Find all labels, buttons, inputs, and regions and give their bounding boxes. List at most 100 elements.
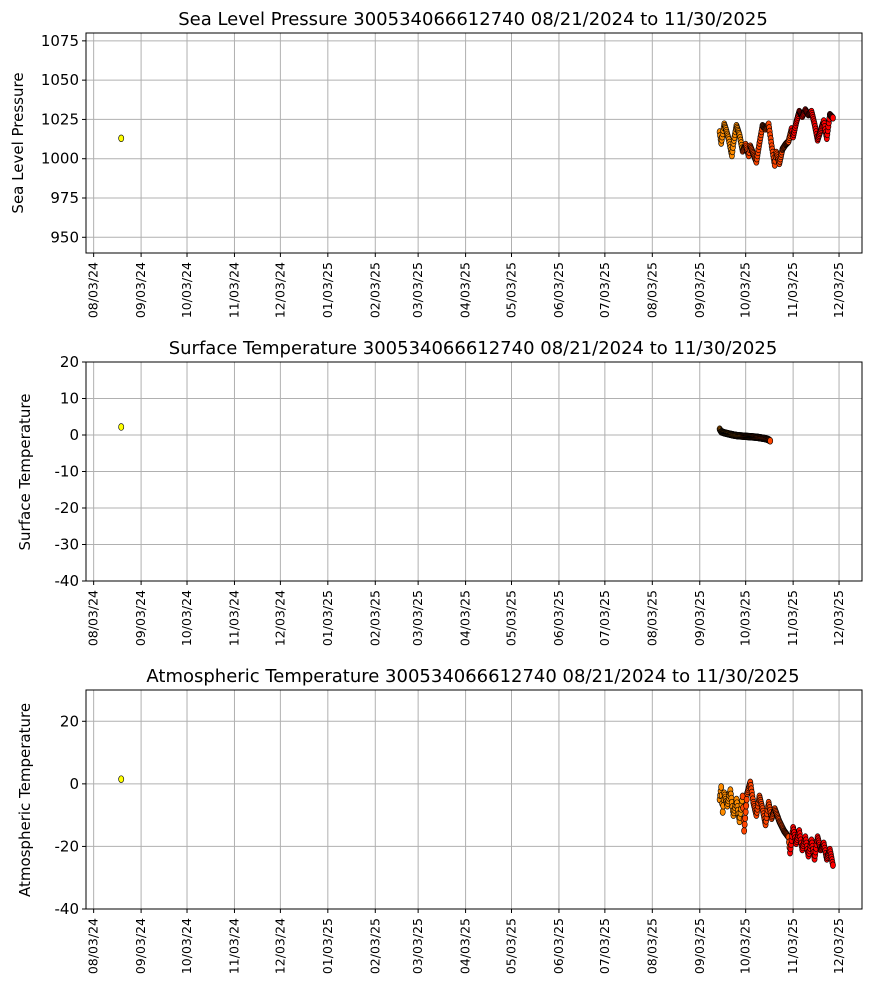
x-tick-label: 06/03/25 — [551, 918, 566, 974]
x-tick-label: 07/03/25 — [597, 590, 612, 646]
x-tick-label: 01/03/25 — [320, 918, 335, 974]
x-tick-label: 09/03/25 — [692, 262, 707, 318]
x-tick-label: 05/03/25 — [503, 918, 518, 974]
y-tick-label: 1050 — [41, 71, 79, 89]
data-points — [118, 106, 836, 169]
data-point — [742, 814, 749, 822]
y-ticks: 950 975 1000 1025 1050 1075 — [41, 32, 86, 246]
chart-title: Atmospheric Temperature 300534066612740 … — [146, 666, 799, 687]
data-point — [118, 134, 125, 142]
x-tick-label: 10/03/24 — [179, 590, 194, 646]
x-tick-label: 11/03/25 — [785, 590, 800, 646]
data-point — [719, 808, 726, 816]
x-tick-label: 07/03/25 — [597, 262, 612, 318]
x-tick-label: 12/03/24 — [272, 262, 287, 318]
x-tick-label: 04/03/25 — [458, 918, 473, 974]
data-point — [742, 808, 749, 816]
x-ticks: 08/03/24 09/03/24 10/03/24 11/03/24 12/03/24… — [86, 909, 846, 974]
data-point — [767, 437, 774, 445]
y-tick-label: 1025 — [41, 110, 79, 128]
x-tick-label: 09/03/25 — [692, 590, 707, 646]
data-points — [118, 775, 836, 869]
x-tick-label: 10/03/24 — [179, 918, 194, 974]
x-tick-label: 11/03/24 — [226, 262, 241, 318]
data-point — [718, 783, 725, 791]
x-tick-label: 08/03/24 — [86, 262, 101, 318]
x-tick-label: 01/03/25 — [320, 590, 335, 646]
y-tick-label: 0 — [69, 775, 79, 793]
x-tick-label: 08/03/25 — [644, 918, 659, 974]
x-tick-label: 10/03/24 — [179, 262, 194, 318]
x-tick-label: 05/03/25 — [503, 262, 518, 318]
y-tick-label: 10 — [60, 390, 79, 408]
x-tick-label: 12/03/25 — [831, 590, 846, 646]
data-point — [743, 802, 750, 810]
x-tick-label: 12/03/25 — [831, 918, 846, 974]
plot-frame — [85, 32, 863, 254]
x-tick-label: 12/03/25 — [831, 262, 846, 318]
y-axis-label: Sea Level Pressure — [9, 72, 27, 213]
y-tick-label: -40 — [55, 900, 80, 918]
x-ticks: 08/03/24 09/03/24 10/03/24 11/03/24 12/03/24… — [86, 253, 846, 318]
chart-title: Surface Temperature 300534066612740 08/2… — [169, 338, 778, 359]
x-tick-label: 02/03/25 — [367, 918, 382, 974]
data-points — [118, 423, 774, 445]
y-tick-label: 20 — [60, 712, 79, 730]
panel-atmospheric-temperature: Atmospheric Temperature 300534066612740 … — [16, 666, 863, 974]
data-point — [830, 114, 836, 122]
y-ticks: -40 -20 0 20 — [55, 712, 86, 918]
x-tick-label: 08/03/25 — [644, 262, 659, 318]
y-tick-label: 1000 — [41, 150, 79, 168]
y-tick-label: -40 — [55, 572, 80, 590]
x-tick-label: 10/03/25 — [738, 590, 753, 646]
x-tick-label: 09/03/25 — [692, 918, 707, 974]
x-tick-label: 09/03/24 — [133, 590, 148, 646]
y-axis-label: Surface Temperature — [16, 394, 34, 551]
x-tick-label: 08/03/24 — [86, 590, 101, 646]
y-tick-label: 975 — [50, 189, 79, 207]
x-tick-label: 05/03/25 — [503, 590, 518, 646]
y-tick-label: -10 — [55, 463, 80, 481]
plot-frame — [85, 361, 863, 582]
x-tick-label: 11/03/24 — [226, 918, 241, 974]
data-point — [741, 820, 748, 829]
y-tick-label: -20 — [55, 837, 80, 855]
y-tick-label: -30 — [55, 536, 80, 554]
x-tick-label: 01/03/25 — [320, 262, 335, 318]
y-tick-label: 950 — [50, 228, 79, 246]
y-tick-label: -20 — [55, 499, 80, 517]
x-tick-label: 07/03/25 — [597, 918, 612, 974]
y-tick-label: 0 — [69, 426, 79, 444]
x-tick-label: 11/03/25 — [785, 262, 800, 318]
x-tick-label: 03/03/25 — [410, 262, 425, 318]
x-tick-label: 11/03/24 — [226, 590, 241, 646]
x-tick-label: 06/03/25 — [551, 590, 566, 646]
y-axis-label: Atmospheric Temperature — [16, 703, 34, 897]
data-point — [118, 775, 125, 783]
panel-sea-level-pressure: Sea Level Pressure 300534066612740 08/21… — [9, 9, 863, 318]
grid — [86, 33, 862, 253]
x-tick-label: 10/03/25 — [738, 262, 753, 318]
x-tick-label: 08/03/25 — [644, 590, 659, 646]
data-point — [741, 827, 748, 835]
x-tick-label: 04/03/25 — [458, 590, 473, 646]
y-tick-label: 20 — [60, 353, 79, 371]
x-tick-label: 09/03/24 — [133, 918, 148, 974]
data-point — [743, 795, 750, 804]
x-tick-label: 12/03/24 — [272, 590, 287, 646]
x-tick-label: 12/03/24 — [272, 918, 287, 974]
chart-title: Sea Level Pressure 300534066612740 08/21… — [178, 9, 768, 30]
data-point — [830, 861, 836, 869]
x-tick-label: 09/03/24 — [133, 262, 148, 318]
x-tick-label: 02/03/25 — [367, 262, 382, 318]
x-tick-label: 10/03/25 — [738, 918, 753, 974]
x-ticks: 08/03/24 09/03/24 10/03/24 11/03/24 12/03/24… — [86, 581, 846, 646]
x-tick-label: 06/03/25 — [551, 262, 566, 318]
y-tick-label: 1075 — [41, 32, 79, 50]
x-tick-label: 02/03/25 — [367, 590, 382, 646]
y-ticks: -40 -30 -20 -10 0 10 20 — [55, 353, 86, 590]
x-tick-label: 04/03/25 — [458, 262, 473, 318]
plot-frame — [85, 689, 863, 910]
panel-surface-temperature: Surface Temperature 300534066612740 08/2… — [16, 338, 863, 646]
